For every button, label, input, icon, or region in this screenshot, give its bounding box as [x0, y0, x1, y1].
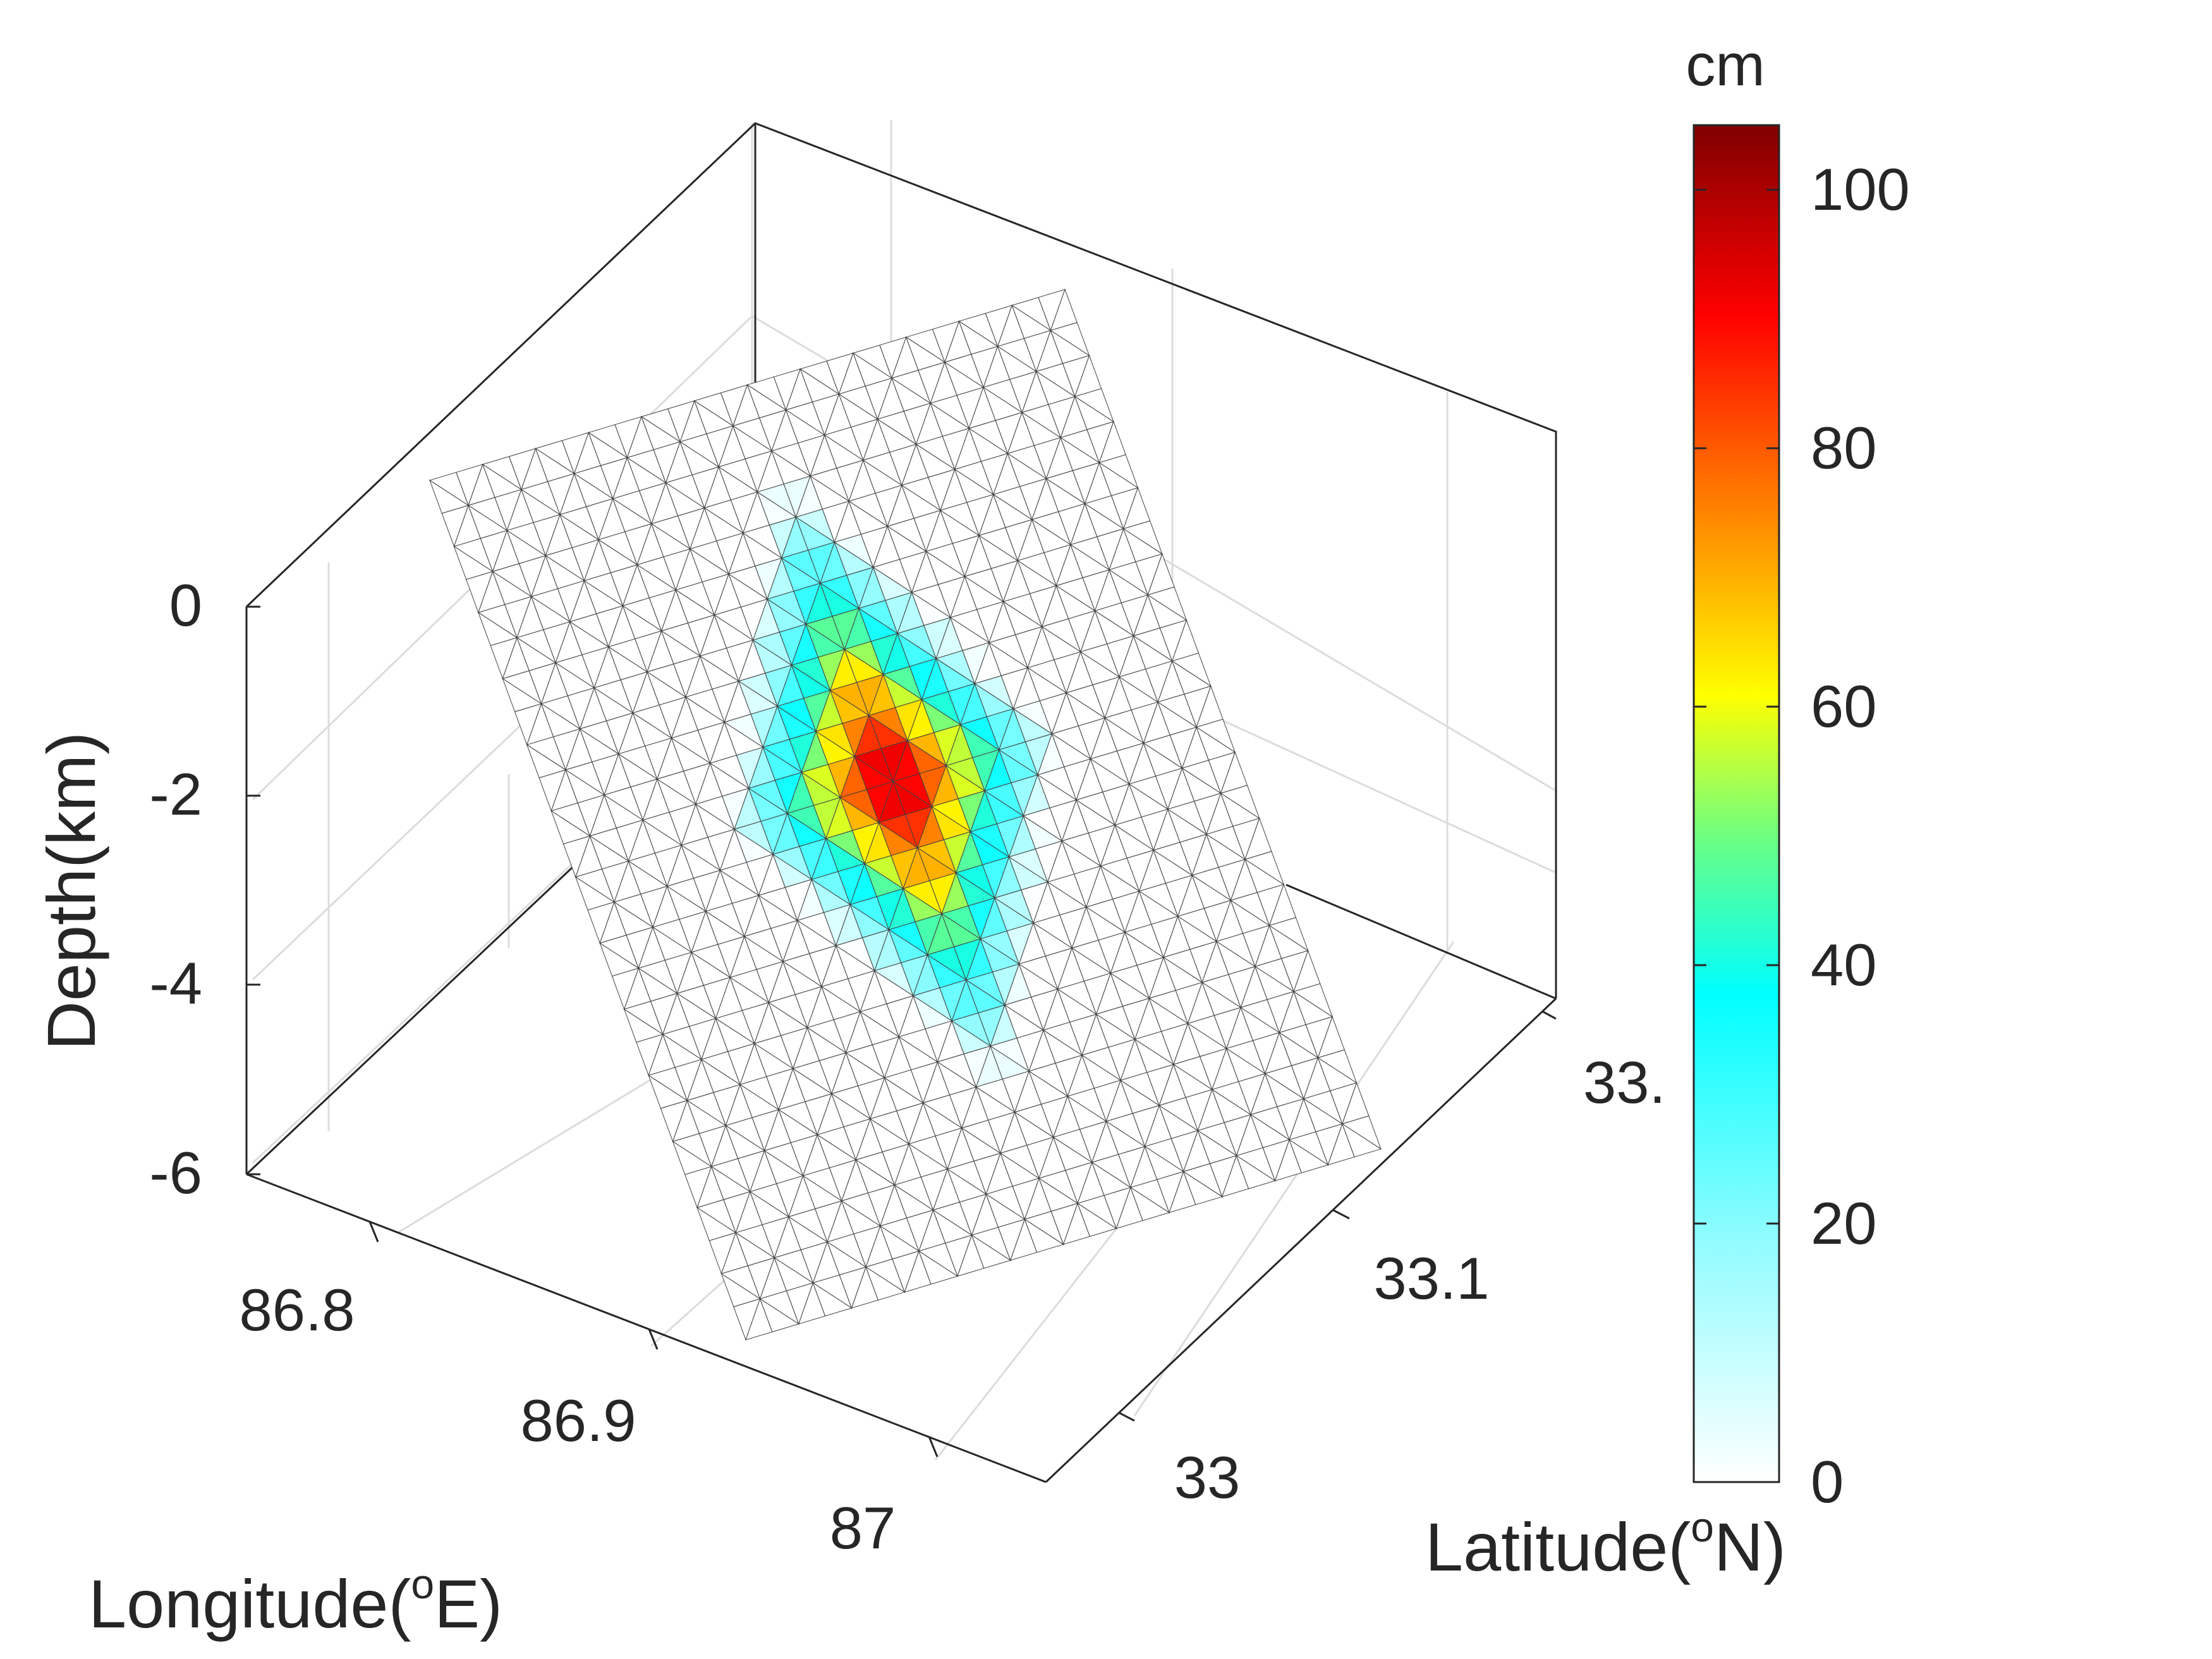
colorbar-label: cm — [1686, 32, 1765, 98]
mesh-cell — [918, 1250, 959, 1285]
z-tick-label: -2 — [149, 761, 202, 827]
box-edge — [1285, 884, 1557, 1000]
colorbar-tick-label: 40 — [1811, 932, 1877, 998]
mesh-cell — [1289, 1139, 1329, 1174]
x-tick-mark — [648, 1328, 659, 1350]
x-axis-label-end: E) — [434, 1565, 502, 1642]
mesh-cell — [1236, 1155, 1276, 1189]
x-tick-label: 87 — [830, 1495, 896, 1561]
mesh-cell — [759, 1297, 800, 1333]
colorbar: cm 0 20 40 60 80 100 — [1686, 32, 1910, 1515]
mesh-cell — [812, 1282, 853, 1316]
mesh-cell — [865, 1266, 906, 1301]
mesh-cell — [1341, 1122, 1382, 1158]
mesh-cell — [971, 1234, 1012, 1269]
colorbar-tick-label: 80 — [1811, 415, 1877, 481]
y-tick-label: 33.1 — [1374, 1245, 1490, 1311]
y-tick-label: 33. — [1583, 1049, 1666, 1115]
colorbar-tick-label: 100 — [1811, 156, 1910, 222]
grid-line — [1133, 941, 1455, 1416]
x-tick-label: 86.8 — [240, 1277, 355, 1343]
x-tick-mark — [928, 1436, 939, 1457]
colorbar-tick-label: 0 — [1811, 1449, 1844, 1515]
mesh-cell — [1129, 1186, 1170, 1221]
y-axis-label: Latitude(oN) — [1425, 1504, 1786, 1585]
x-axis-label: Longitude(oE) — [88, 1560, 502, 1642]
z-axis-label: Depth(km) — [33, 732, 109, 1050]
y-axis-label-text: Latitude( — [1425, 1509, 1691, 1585]
colorbar-tick-label: 60 — [1811, 673, 1877, 739]
z-tick-label: 0 — [169, 572, 202, 638]
colorbar-ticks: 0 20 40 60 80 100 — [1694, 156, 1910, 1515]
x-tick-mark — [368, 1221, 379, 1243]
z-tick-label: -6 — [149, 1139, 202, 1206]
y-tick-label: 33 — [1174, 1444, 1241, 1510]
z-tick-label: -4 — [149, 950, 202, 1016]
x-axis-line — [246, 1173, 1047, 1483]
y-tick-mark — [1541, 1010, 1557, 1020]
y-axis-line — [1045, 997, 1557, 1483]
y-axis-label-end: N) — [1714, 1509, 1786, 1585]
y-tick-mark — [1118, 1411, 1135, 1422]
colorbar-tick-label: 20 — [1811, 1190, 1877, 1256]
x-axis-label-text: Longitude( — [88, 1565, 411, 1642]
x-axis-label-sup: o — [411, 1560, 434, 1607]
y-axis-ticks: 33 33.1 33. — [1118, 1010, 1666, 1510]
z-axis-ticks: 0 -2 -4 -6 — [149, 572, 260, 1206]
x-tick-label: 86.9 — [521, 1387, 636, 1454]
fault-surface — [428, 288, 1382, 1341]
mesh-cell — [1024, 1218, 1064, 1253]
y-tick-mark — [1333, 1209, 1350, 1220]
y-axis-label-sup: o — [1691, 1504, 1714, 1550]
axes-box — [245, 122, 1557, 1483]
colorbar-gradient — [1692, 124, 1780, 1483]
x-axis-ticks: 86.8 86.9 87 — [240, 1221, 939, 1561]
box-edge — [245, 122, 1557, 999]
mesh-cell — [1182, 1170, 1224, 1205]
mesh-cell — [1077, 1202, 1117, 1237]
